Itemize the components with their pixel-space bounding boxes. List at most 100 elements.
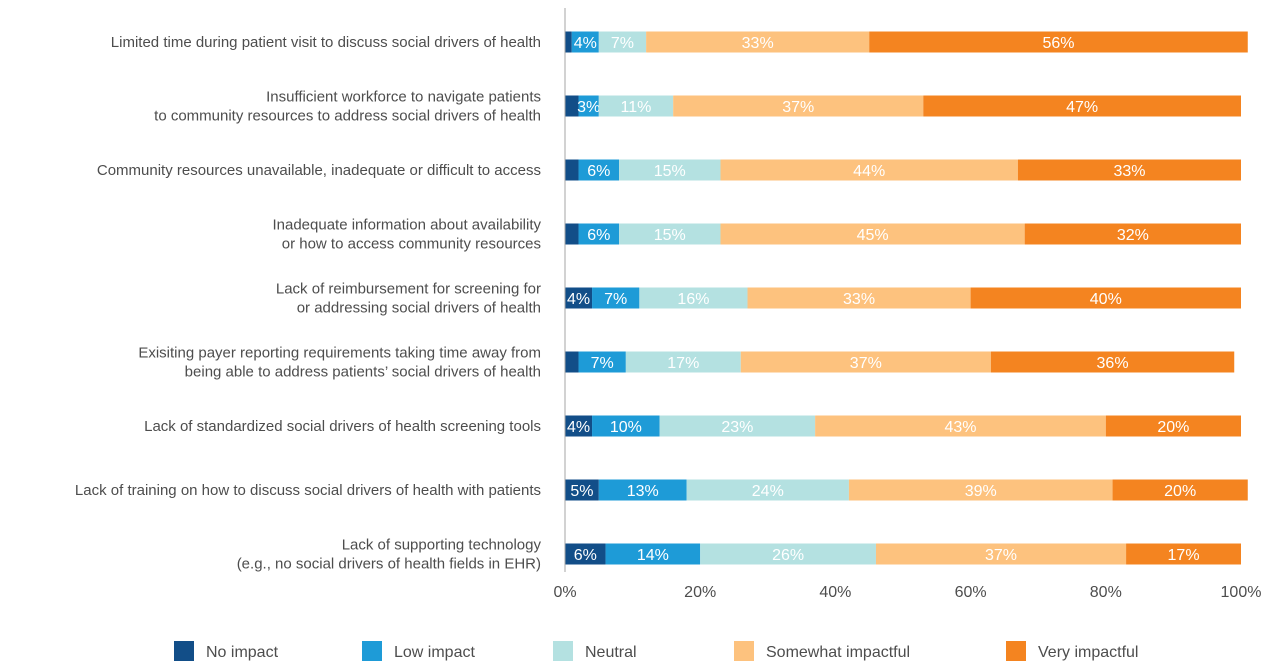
category-label: Lack of reimbursement for screening for o… [276, 281, 541, 317]
bar-segment-3-row-3 [619, 159, 721, 181]
category-label: Lack of supporting technology (e.g., no s… [237, 537, 542, 573]
legend-swatch [362, 641, 382, 661]
bar-segment-2-row-1 [571, 31, 599, 53]
data-label: 17% [667, 355, 699, 372]
bar-segment-1-row-4 [565, 223, 579, 245]
data-label: 37% [782, 99, 814, 116]
data-label: 33% [843, 291, 875, 308]
category-label: Lack of standardized social drivers of h… [144, 418, 541, 435]
bar-segment-5-row-9 [1126, 543, 1241, 565]
data-label: 33% [742, 35, 774, 52]
bar-segment-2-row-5 [592, 287, 640, 309]
data-label: 4% [567, 419, 590, 436]
data-label: 39% [965, 483, 997, 500]
x-tick-label: 40% [819, 584, 851, 601]
bar-segment-3-row-5 [639, 287, 748, 309]
category-labels: Limited time during patient visit to dis… [75, 34, 542, 573]
bar-segment-1-row-7 [565, 415, 593, 437]
bar-segment-4-row-7 [815, 415, 1106, 437]
data-label: 14% [637, 547, 669, 564]
bar-segment-3-row-7 [659, 415, 816, 437]
bar-segment-5-row-2 [923, 95, 1241, 117]
bar-segment-3-row-1 [598, 31, 647, 53]
legend-swatch [553, 641, 573, 661]
data-label: 6% [587, 163, 610, 180]
legend-label: Low impact [394, 644, 475, 661]
category-label: Insufficient workforce to navigate patie… [154, 89, 541, 125]
bar-segment-2-row-4 [578, 223, 620, 245]
data-label: 45% [857, 227, 889, 244]
data-label: 13% [627, 483, 659, 500]
bar-segment-2-row-2 [578, 95, 599, 117]
data-label: 3% [577, 99, 600, 116]
bar-segment-5-row-1 [869, 31, 1248, 53]
legend-label: Very impactful [1038, 644, 1138, 661]
bar-segment-5-row-8 [1112, 479, 1248, 501]
data-label: 36% [1097, 355, 1129, 372]
data-label: 47% [1066, 99, 1098, 116]
data-label: 6% [574, 547, 597, 564]
data-label: 23% [721, 419, 753, 436]
category-label: Community resources unavailable, inadequ… [97, 162, 541, 179]
category-label: Exisiting payer reporting requirements t… [138, 345, 541, 381]
legend-swatch [734, 641, 754, 661]
bar-segment-4-row-4 [720, 223, 1025, 245]
bar-segment-2-row-3 [578, 159, 620, 181]
category-label: Lack of training on how to discuss socia… [75, 482, 541, 499]
data-label: 26% [772, 547, 804, 564]
bar-segment-3-row-9 [700, 543, 876, 565]
x-tick-label: 20% [684, 584, 716, 601]
x-tick-label: 60% [955, 584, 987, 601]
data-label: 20% [1157, 419, 1189, 436]
data-label: 17% [1168, 547, 1200, 564]
x-tick-label: 80% [1090, 584, 1122, 601]
data-label: 7% [611, 35, 634, 52]
legend-label: No impact [206, 644, 279, 661]
bar-segment-1-row-6 [565, 351, 579, 373]
data-label: 15% [654, 163, 686, 180]
bar-segment-1-row-5 [565, 287, 593, 309]
data-label: 15% [654, 227, 686, 244]
legend: No impact Low impact Neutral Somewhat impac… [174, 641, 1138, 661]
bar-segment-5-row-5 [970, 287, 1241, 309]
data-label: 40% [1090, 291, 1122, 308]
x-axis-ticks: 0% 20% 40% 60% 80% 100% [553, 584, 1261, 601]
data-label: 6% [587, 227, 610, 244]
bar-segment-4-row-2 [673, 95, 924, 117]
bar-segment-5-row-4 [1024, 223, 1241, 245]
bar-segment-5-row-6 [990, 351, 1235, 373]
bar-segment-3-row-2 [598, 95, 674, 117]
bar-segment-3-row-6 [625, 351, 741, 373]
bar-segment-4-row-1 [646, 31, 870, 53]
legend-swatch [174, 641, 194, 661]
legend-swatch [1006, 641, 1026, 661]
data-label: 56% [1042, 35, 1074, 52]
data-label: 7% [591, 355, 614, 372]
data-label: 4% [574, 35, 597, 52]
data-label: 32% [1117, 227, 1149, 244]
bar-segment-4-row-5 [747, 287, 971, 309]
bar-segment-2-row-7 [592, 415, 660, 437]
data-label: 44% [853, 163, 885, 180]
data-label: 10% [610, 419, 642, 436]
bar-segment-4-row-9 [875, 543, 1127, 565]
bar-segment-2-row-6 [578, 351, 626, 373]
bar-segment-1-row-1 [565, 31, 572, 53]
bar-segment-4-row-6 [740, 351, 991, 373]
bar-segment-5-row-7 [1105, 415, 1241, 437]
x-tick-label: 0% [553, 584, 576, 601]
bar-segment-1-row-8 [565, 479, 599, 501]
bar-segment-3-row-8 [686, 479, 849, 501]
x-tick-label: 100% [1221, 584, 1262, 601]
bar-segment-1-row-9 [565, 543, 606, 565]
category-label: Limited time during patient visit to dis… [111, 34, 541, 51]
bar-segment-2-row-9 [605, 543, 701, 565]
data-label: 24% [752, 483, 784, 500]
bar-segment-3-row-4 [619, 223, 721, 245]
data-label: 7% [604, 291, 627, 308]
legend-label: Somewhat impactful [766, 644, 910, 661]
data-label: 11% [621, 99, 652, 116]
bar-segment-5-row-3 [1017, 159, 1241, 181]
data-label: 37% [850, 355, 882, 372]
